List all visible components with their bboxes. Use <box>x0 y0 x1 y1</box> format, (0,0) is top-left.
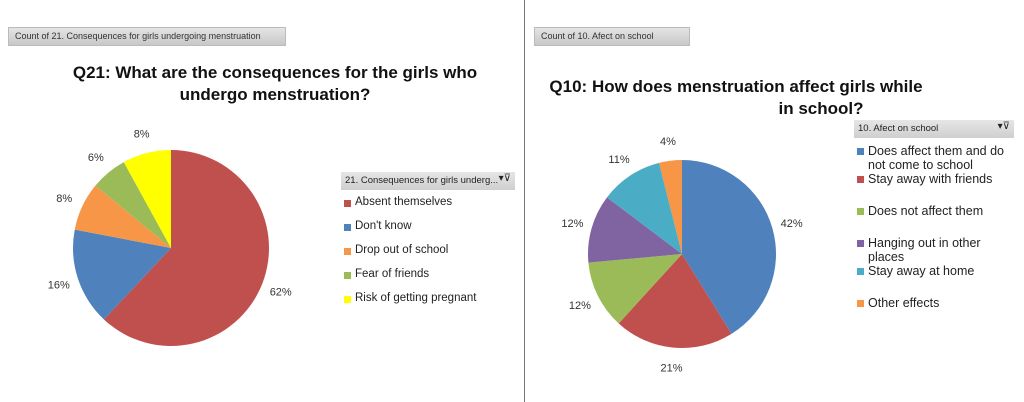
legend-item: Does not affect them <box>854 204 1014 218</box>
legend-item: Other effects <box>854 296 1014 310</box>
legend-swatch <box>857 240 864 247</box>
filter-dropdown-icon[interactable]: ▾⊽ <box>997 121 1010 132</box>
data-label: 11% <box>608 154 629 166</box>
count-field-button[interactable]: Count of 10. Afect on school <box>534 27 690 46</box>
legend-item: Stay away with friends <box>854 172 1014 186</box>
legend-label: Other effects <box>868 296 940 310</box>
title-line: undergo menstruation? <box>179 85 371 104</box>
legend-header[interactable]: 21. Consequences for girls underg... ▾⊽ <box>341 172 515 190</box>
pie-slice <box>74 185 171 248</box>
legend-item: Does affect them and do not come to scho… <box>854 144 1014 172</box>
legend-swatch <box>344 200 351 207</box>
title-line: Q10: How does menstruation affect girls … <box>549 77 923 96</box>
pie-slice <box>682 160 776 334</box>
pie-chart: 42% 21% 12% 12% 11% 4% <box>561 136 803 375</box>
legend-swatch <box>857 268 864 275</box>
filter-dropdown-icon[interactable]: ▾⊽ <box>498 173 511 184</box>
pie-slice <box>606 162 682 254</box>
pie-chart: 62% 16% 8% 6% 8% <box>48 129 292 347</box>
legend-label: Hanging out in other places <box>868 236 981 264</box>
data-label: 21% <box>660 363 682 375</box>
legend-swatch <box>344 272 351 279</box>
legend-label: Stay away at home <box>868 264 975 278</box>
legend-swatch <box>344 248 351 255</box>
data-label: 4% <box>660 136 676 148</box>
legend-label: Risk of getting pregnant <box>355 292 477 304</box>
legend-label: Absent themselves <box>355 196 453 208</box>
pie-slice <box>103 150 269 347</box>
pie-slice <box>588 254 682 324</box>
chart-panel-q21: Count of 21. Consequences for girls unde… <box>8 27 515 347</box>
data-label: 42% <box>781 218 803 230</box>
legend-item: Risk of getting pregnant <box>341 292 515 304</box>
legend-swatch <box>857 300 864 307</box>
chart-title: Q10: How does menstruation affect girls … <box>526 76 946 120</box>
legend: 21. Consequences for girls underg... ▾⊽ A… <box>341 172 515 304</box>
legend-label: Drop out of school <box>355 244 449 256</box>
legend-title: 21. Consequences for girls underg... <box>345 175 499 186</box>
count-field-button[interactable]: Count of 21. Consequences for girls unde… <box>8 27 286 46</box>
pie-slice <box>588 197 682 263</box>
legend-item: Hanging out in other places <box>854 236 1014 264</box>
data-label: 16% <box>48 279 70 291</box>
pie-slice <box>95 162 171 248</box>
legend-label: Don't know <box>355 220 412 232</box>
legend-title: 10. Afect on school <box>858 123 939 134</box>
legend-swatch <box>344 296 351 303</box>
legend-header[interactable]: 10. Afect on school ▾⊽ <box>854 120 1014 138</box>
pie-slice <box>123 150 171 248</box>
legend-item: Drop out of school <box>341 244 515 256</box>
legend: 10. Afect on school ▾⊽ Does affect them a… <box>854 120 1014 310</box>
legend-label: Fear of friends <box>355 268 430 280</box>
data-label: 6% <box>88 152 104 164</box>
chart-title: Q21: What are the consequences for the g… <box>40 62 510 106</box>
legend-item: Don't know <box>341 220 515 232</box>
legend-label: Does affect them and do not come to scho… <box>868 144 1004 172</box>
legend-swatch <box>857 176 864 183</box>
legend-label: Stay away with friends <box>868 172 993 186</box>
legend-item: Absent themselves <box>341 196 515 208</box>
title-line: Q21: What are the consequences for the g… <box>72 63 478 82</box>
legend-label: Does not affect them <box>868 204 984 218</box>
legend-item: Stay away at home <box>854 264 1014 278</box>
legend-item: Fear of friends <box>341 268 515 280</box>
data-label: 8% <box>56 193 72 205</box>
data-label: 12% <box>561 218 583 230</box>
data-label: 8% <box>134 129 150 141</box>
legend-swatch <box>857 148 864 155</box>
legend-swatch <box>344 224 351 231</box>
pie-slice <box>72 229 171 320</box>
title-line: in school? <box>778 99 864 118</box>
data-label: 12% <box>569 300 591 312</box>
pie-slice <box>659 160 682 254</box>
pie-slice <box>618 254 732 348</box>
data-label: 62% <box>270 286 292 298</box>
legend-swatch <box>857 208 864 215</box>
divider <box>524 0 525 402</box>
chart-panel-q10: Count of 10. Afect on school Q10: How do… <box>526 0 1024 402</box>
